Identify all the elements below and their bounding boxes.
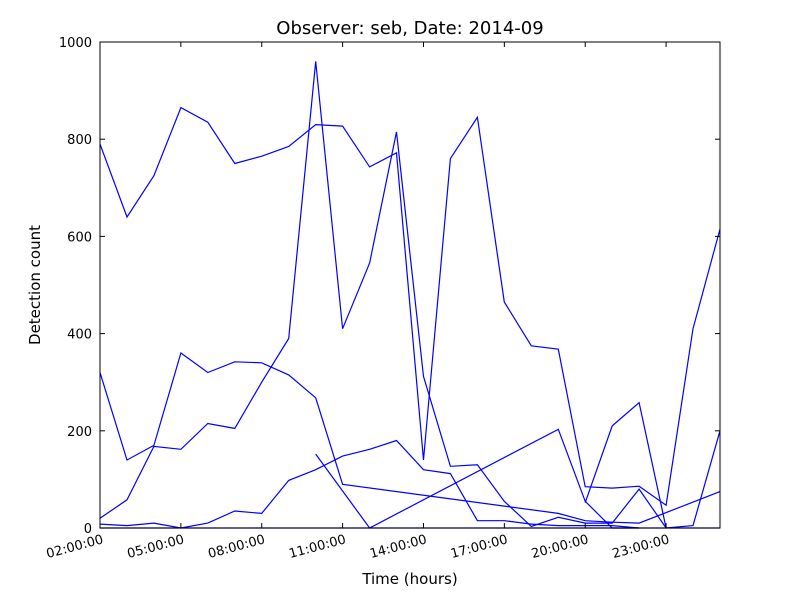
y-tick-label: 1000	[59, 36, 92, 51]
y-tick-label: 600	[67, 230, 92, 245]
series-line-1	[99, 106, 721, 507]
plot-frame	[99, 41, 721, 529]
x-tick-label: 11:00:00	[287, 532, 347, 562]
series-line-6	[315, 428, 640, 529]
x-axis-label: Time (hours)	[361, 570, 457, 588]
series-line-2	[99, 352, 721, 524]
series-line-7	[584, 401, 667, 529]
y-axis: 0 200 400 600 800 1000	[59, 36, 720, 537]
y-tick-label: 0	[84, 522, 92, 537]
series-line-5	[99, 439, 640, 529]
x-tick-label: 05:00:00	[126, 532, 186, 562]
x-axis: 02:00:00 05:00:00 08:00:00 11:00:00 14:00:00…	[45, 42, 671, 562]
x-tick-label: 08:00:00	[206, 532, 266, 562]
chart-title: Observer: seb, Date: 2014-09	[276, 18, 543, 39]
x-tick-label: 02:00:00	[45, 532, 105, 562]
y-tick-label: 200	[67, 425, 92, 440]
series-line-3	[99, 61, 721, 529]
x-tick-label: 20:00:00	[530, 532, 590, 562]
y-tick-label: 800	[67, 133, 92, 148]
x-tick-label: 17:00:00	[449, 532, 509, 562]
x-tick-label: 23:00:00	[611, 532, 671, 562]
series-lines	[99, 61, 721, 529]
y-axis-label: Detection count	[26, 225, 44, 345]
x-tick-label: 14:00:00	[368, 532, 428, 562]
y-tick-label: 400	[67, 328, 92, 343]
